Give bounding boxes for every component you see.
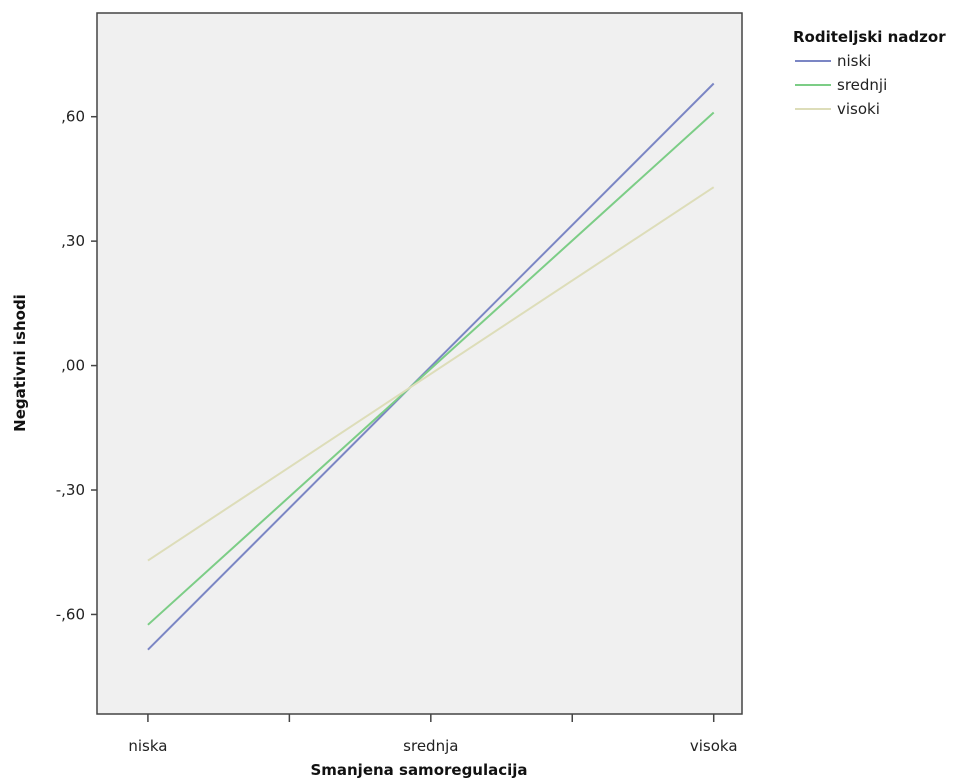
series-line-visoki [147, 186, 715, 562]
y-tick-label: -,30 [56, 481, 85, 499]
legend-label-visoki: visoki [837, 100, 880, 118]
legend-label-srednji: srednji [837, 76, 887, 94]
plot-area [96, 12, 743, 715]
series-line-niski [147, 82, 715, 651]
x-axis-title: Smanjena samoregulacija [310, 761, 527, 779]
y-tick-label: ,00 [61, 357, 85, 375]
y-tick-label: ,60 [61, 108, 85, 126]
x-axis: niska srednja visoka [128, 714, 738, 755]
x-tick-label: visoka [690, 737, 738, 755]
y-axis: ,60 ,30 ,00 -,30 -,60 [56, 108, 97, 623]
series-line-srednji [147, 111, 715, 626]
y-axis-title: Negativni ishodi [11, 294, 29, 432]
series-lines [147, 82, 715, 651]
y-tick-label: -,60 [56, 605, 85, 623]
legend-label-niski: niski [837, 52, 871, 70]
legend-title: Roditeljski nadzor [793, 28, 946, 46]
x-tick-label: niska [128, 737, 167, 755]
x-tick-label: srednja [403, 737, 458, 755]
y-tick-label: ,30 [61, 232, 85, 250]
legend: Roditeljski nadzor niski srednji visoki [793, 28, 946, 118]
